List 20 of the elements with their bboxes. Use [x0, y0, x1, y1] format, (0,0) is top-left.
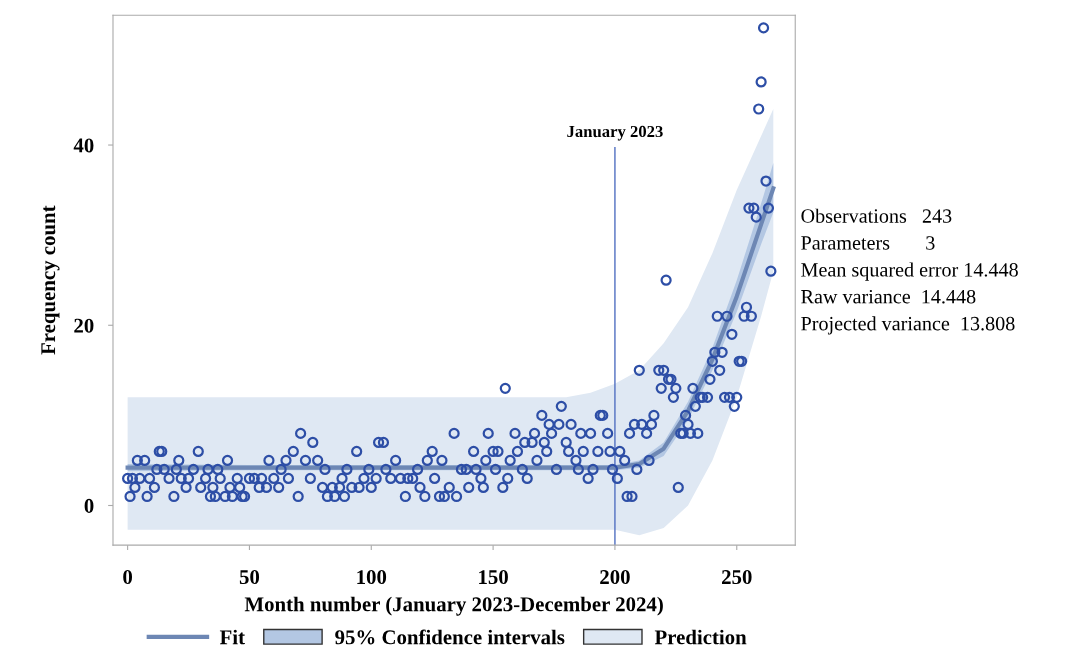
legend-label: Fit	[219, 629, 245, 645]
text: Raw variance 14.448	[801, 289, 976, 304]
text: Mean squared error 14.448	[801, 262, 1018, 281]
y-tick-label: 40	[73, 138, 94, 153]
text: Parameters 3	[801, 236, 935, 250]
y-tick-label: 0	[84, 498, 94, 513]
x-tick-label: 150	[479, 570, 508, 585]
x-tick-label: 200	[600, 570, 630, 585]
y-tick-label: 20	[74, 318, 94, 333]
x-axis-title: Month number (January 2023-December 2024)	[244, 596, 663, 616]
text: Observations 243	[801, 208, 952, 223]
x-tick-label: 50	[239, 570, 260, 585]
legend-label: 95% Confidence intervals	[335, 629, 565, 645]
legend-label: Prediction	[654, 629, 747, 645]
text: Projected variance 13.808	[801, 316, 1015, 335]
y-axis-title: Frequency count	[41, 205, 60, 355]
x-tick-label: 250	[722, 570, 752, 585]
x-tick-label: 0	[123, 570, 133, 585]
x-tick-label: 100	[357, 570, 387, 585]
ref-line-label: January 2023	[567, 125, 663, 141]
